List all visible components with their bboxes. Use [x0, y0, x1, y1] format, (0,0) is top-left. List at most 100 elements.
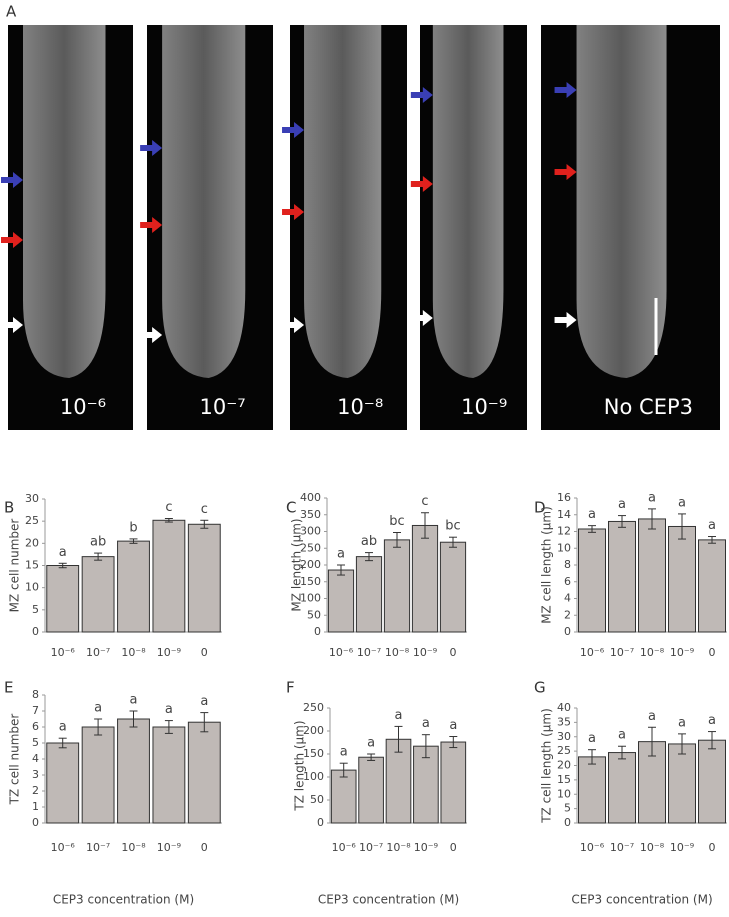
x-tick-label: 0 — [709, 646, 716, 659]
error-bar — [129, 538, 138, 544]
y-tick-label: 100 — [300, 592, 321, 605]
significance-letter: a — [367, 736, 375, 751]
x-tick-label: 10⁻⁹ — [414, 841, 438, 854]
y-tick-label: 25 — [25, 514, 39, 527]
significance-letter: a — [648, 709, 656, 724]
y-tick-label: 0 — [564, 816, 571, 829]
y-axis-title: MZ length (µm) — [290, 518, 304, 611]
panel-label: A — [6, 3, 17, 21]
significance-letter: a — [165, 702, 173, 717]
significance-letter: a — [395, 708, 403, 723]
error-bar — [648, 726, 656, 757]
error-bar — [58, 562, 67, 569]
y-axis-title: TZ cell length (µm) — [540, 708, 554, 824]
x-tick-label: 10⁻⁸ — [640, 646, 665, 659]
y-tick-label: 200 — [303, 724, 324, 737]
x-tick-label: 10⁻⁷ — [86, 841, 110, 854]
y-tick-label: 2 — [32, 784, 39, 797]
significance-letter: c — [165, 500, 172, 515]
y-tick-label: 20 — [25, 536, 39, 549]
y-tick-label: 5 — [32, 603, 39, 616]
error-bar — [421, 734, 430, 759]
significance-letter: a — [678, 495, 686, 510]
significance-letter: a — [130, 693, 138, 708]
bar — [81, 726, 115, 824]
x-tick-label: 10⁻⁸ — [640, 841, 665, 854]
bar — [668, 525, 696, 633]
significance-letter: a — [588, 507, 596, 522]
y-tick-label: 0 — [317, 816, 324, 829]
y-tick-label: 30 — [25, 492, 39, 505]
arrow — [140, 140, 163, 156]
significance-letter: a — [708, 518, 716, 533]
image-label: 10⁻⁷ — [199, 395, 245, 419]
y-tick-label: 10 — [557, 541, 571, 554]
x-axis-title: CEP3 concentration (M) — [318, 893, 459, 907]
y-tick-label: 3 — [32, 768, 39, 781]
y-tick-label: 0 — [32, 625, 39, 638]
y-tick-label: 100 — [303, 770, 324, 783]
root — [162, 25, 246, 378]
significance-letter: a — [59, 720, 67, 735]
y-tick-label: 1 — [32, 800, 39, 813]
panel-label: B — [4, 499, 14, 517]
y-tick-label: 16 — [557, 491, 571, 504]
arrow — [1, 232, 23, 248]
bar — [440, 741, 467, 824]
y-tick-label: 25 — [557, 744, 571, 757]
significance-letter: a — [94, 701, 102, 716]
y-tick-label: 0 — [32, 816, 39, 829]
y-tick-label: 35 — [557, 715, 571, 728]
bar — [413, 745, 439, 824]
significance-letter: a — [708, 713, 716, 728]
significance-letter: ab — [361, 534, 377, 549]
bar — [117, 718, 150, 824]
y-axis-title: MZ cell length (µm) — [540, 506, 554, 624]
bar — [383, 539, 411, 633]
bar — [187, 721, 221, 824]
bar — [46, 565, 80, 633]
significance-letter: ab — [90, 535, 106, 550]
x-tick-label: 10⁻⁶ — [329, 646, 354, 659]
arrow — [410, 310, 433, 326]
x-tick-label: 10⁻⁸ — [121, 646, 146, 659]
bar — [608, 520, 636, 633]
bar — [187, 523, 221, 633]
significance-letter: a — [648, 490, 656, 505]
root — [576, 25, 667, 378]
y-tick-label: 6 — [564, 575, 571, 588]
panel-label: E — [4, 679, 13, 697]
error-bar — [200, 712, 209, 733]
error-bar — [421, 512, 429, 539]
y-tick-label: 300 — [300, 525, 321, 538]
panel-label: G — [534, 679, 546, 697]
arrow — [410, 176, 433, 192]
bar — [46, 742, 80, 824]
error-bar — [365, 552, 373, 562]
y-tick-label: 4 — [564, 592, 571, 605]
y-axis-title: MZ cell number — [8, 519, 22, 613]
significance-letter: bc — [445, 519, 460, 534]
root — [23, 25, 106, 378]
bar — [638, 518, 666, 633]
x-axis-title: CEP3 concentration (M) — [571, 893, 712, 907]
x-tick-label: 10⁻⁷ — [610, 841, 634, 854]
y-axis-title: TZ cell number — [8, 714, 22, 806]
arrow — [554, 82, 577, 98]
y-tick-label: 7 — [32, 704, 39, 717]
error-bar — [129, 710, 138, 728]
y-tick-label: 150 — [300, 575, 321, 588]
x-tick-label: 10⁻⁶ — [332, 841, 357, 854]
significance-letter: a — [59, 545, 67, 560]
arrow — [140, 217, 163, 233]
bar — [152, 726, 186, 824]
significance-letter: a — [422, 716, 430, 731]
bar — [698, 739, 726, 824]
y-tick-label: 30 — [557, 730, 571, 743]
y-tick-label: 5 — [32, 736, 39, 749]
image-label: No CEP3 — [604, 395, 693, 419]
y-tick-label: 8 — [564, 558, 571, 571]
y-tick-label: 0 — [314, 625, 321, 638]
y-tick-label: 4 — [32, 752, 39, 765]
